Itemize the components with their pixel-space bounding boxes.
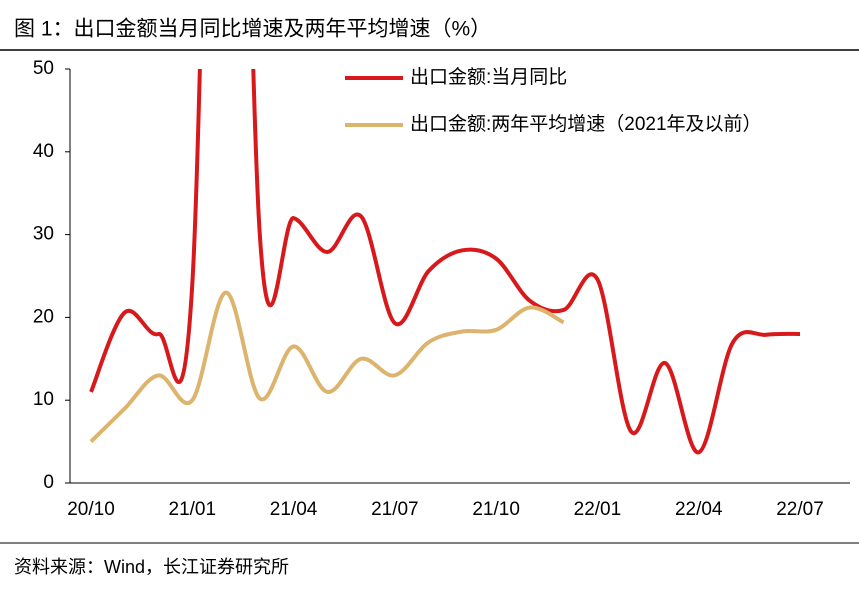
y-tick-label: 50 xyxy=(33,58,54,79)
x-tick-label: 22/01 xyxy=(574,499,622,520)
x-tick-label: 21/10 xyxy=(472,499,520,520)
x-tick-label: 22/07 xyxy=(776,499,824,520)
legend-label: 出口金额:当月同比 xyxy=(410,66,567,88)
y-tick-label: 0 xyxy=(43,472,54,493)
source-note: 资料来源：Wind，长江证券研究所 xyxy=(14,557,289,577)
x-tick-label: 21/07 xyxy=(371,499,419,520)
y-tick-label: 10 xyxy=(33,389,54,410)
y-tick-label: 40 xyxy=(33,141,54,162)
legend-label: 出口金额:两年平均增速（2021年及以前） xyxy=(410,113,762,135)
line-series xyxy=(89,69,801,455)
x-tick-label: 22/04 xyxy=(675,499,723,520)
chart-title: 图 1：出口金额当月同比增速及两年平均增速（%） xyxy=(14,18,491,41)
x-tick-label: 20/10 xyxy=(67,499,115,520)
y-tick-label: 30 xyxy=(33,224,54,245)
line-series xyxy=(89,290,565,444)
plot-area xyxy=(89,69,801,455)
x-tick-label: 21/04 xyxy=(270,499,318,520)
y-tick-label: 20 xyxy=(33,306,54,327)
x-tick-label: 21/01 xyxy=(169,499,217,520)
